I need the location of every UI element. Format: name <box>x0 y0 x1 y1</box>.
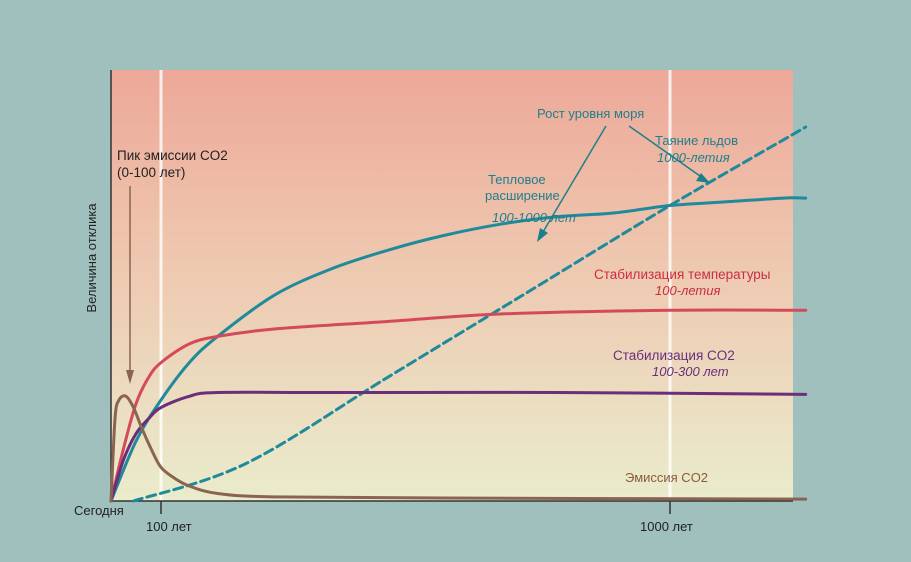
temperature-sublabel: 100-летия <box>655 283 720 298</box>
series-line-emission <box>109 394 808 503</box>
annotation-arrows <box>126 125 710 384</box>
thermal-label-line1: Тепловое <box>488 172 546 187</box>
temperature-label: Стабилизация температуры <box>594 267 771 282</box>
ice-label: Таяние льдов <box>655 133 738 148</box>
x-origin-label: Сегодня <box>74 503 124 518</box>
series-line-temperature <box>109 308 808 503</box>
sea-level-arrowhead-thermal <box>537 228 548 242</box>
sea-level-label: Рост уровня моря <box>537 106 644 121</box>
emission-label: Эмиссия CO2 <box>625 470 708 485</box>
series-layer <box>109 125 808 503</box>
co2-stabilization-label: Стабилизация CO2 <box>613 348 735 363</box>
sea-level-arrowhead-ice <box>696 173 710 183</box>
y-axis-label: Величина отклика <box>84 203 99 313</box>
co2-stabilization-sublabel: 100-300 лет <box>652 364 729 379</box>
sea-level-arrow-thermal <box>542 125 607 233</box>
peak-annotation-line2: (0-100 лет) <box>117 165 185 180</box>
ice-sublabel: 1000-летия <box>657 150 730 165</box>
thermal-label-line2: расширение <box>485 188 560 203</box>
thermal-sublabel: 100-1000 лет <box>492 210 576 225</box>
peak-annotation-line1: Пик эмиссии CO2 <box>117 148 228 163</box>
peak-arrowhead <box>126 370 134 384</box>
series-line-sea_ice <box>132 125 808 503</box>
x-tick-label-100: 100 лет <box>146 519 192 534</box>
x-tick-label-1000: 1000 лет <box>640 519 693 534</box>
series-line-co2 <box>109 390 808 503</box>
series-line-thermal <box>109 196 808 503</box>
plot-area <box>111 70 793 501</box>
sea-level-arrow-ice <box>628 125 701 177</box>
